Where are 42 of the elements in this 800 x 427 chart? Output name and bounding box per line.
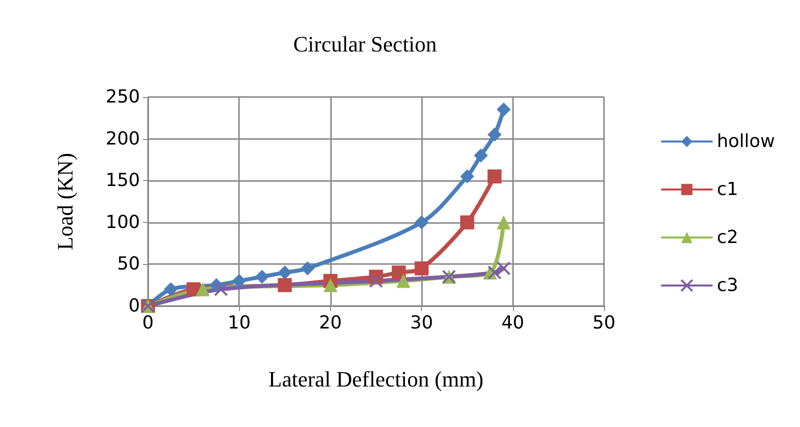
point xyxy=(488,266,502,280)
y-tick-label: 150 xyxy=(106,170,140,192)
y-axis-title: Load (KN) xyxy=(52,152,78,250)
point xyxy=(496,102,511,117)
point xyxy=(474,148,488,163)
point xyxy=(414,261,429,276)
point xyxy=(460,215,474,230)
legend-label: c3 xyxy=(716,275,738,296)
x-tick-label: 0 xyxy=(142,312,154,334)
y-tick-label: 250 xyxy=(106,86,140,108)
point xyxy=(323,278,338,292)
point xyxy=(396,274,410,288)
point xyxy=(255,270,269,284)
x-tick-label: 40 xyxy=(501,312,524,334)
point xyxy=(278,266,292,280)
x-tick-label: 50 xyxy=(592,312,616,334)
point xyxy=(488,169,502,184)
point xyxy=(414,215,429,230)
point xyxy=(460,169,474,184)
x-axis-title: Lateral Deflection (mm) xyxy=(268,366,484,392)
point xyxy=(300,261,315,276)
y-tick-label: 50 xyxy=(117,254,140,275)
point xyxy=(488,128,502,142)
point xyxy=(196,282,210,296)
x-tick-label: 30 xyxy=(410,312,434,334)
point xyxy=(232,274,246,288)
point xyxy=(214,282,228,296)
legend-label: c2 xyxy=(716,227,738,248)
chart-title: Circular Section xyxy=(293,32,437,56)
point xyxy=(369,274,383,288)
x-tick-label: 10 xyxy=(228,312,251,334)
point xyxy=(278,278,292,292)
y-tick-label: 200 xyxy=(106,128,140,150)
point xyxy=(392,266,406,280)
y-tick-label: 100 xyxy=(106,212,140,233)
y-tick-label: 0 xyxy=(128,296,140,316)
point xyxy=(496,215,511,230)
point xyxy=(496,261,511,276)
x-tick-label: 20 xyxy=(318,312,342,334)
legend-label: hollow xyxy=(716,131,776,152)
legend-label: c1 xyxy=(716,179,738,200)
point xyxy=(164,282,178,296)
